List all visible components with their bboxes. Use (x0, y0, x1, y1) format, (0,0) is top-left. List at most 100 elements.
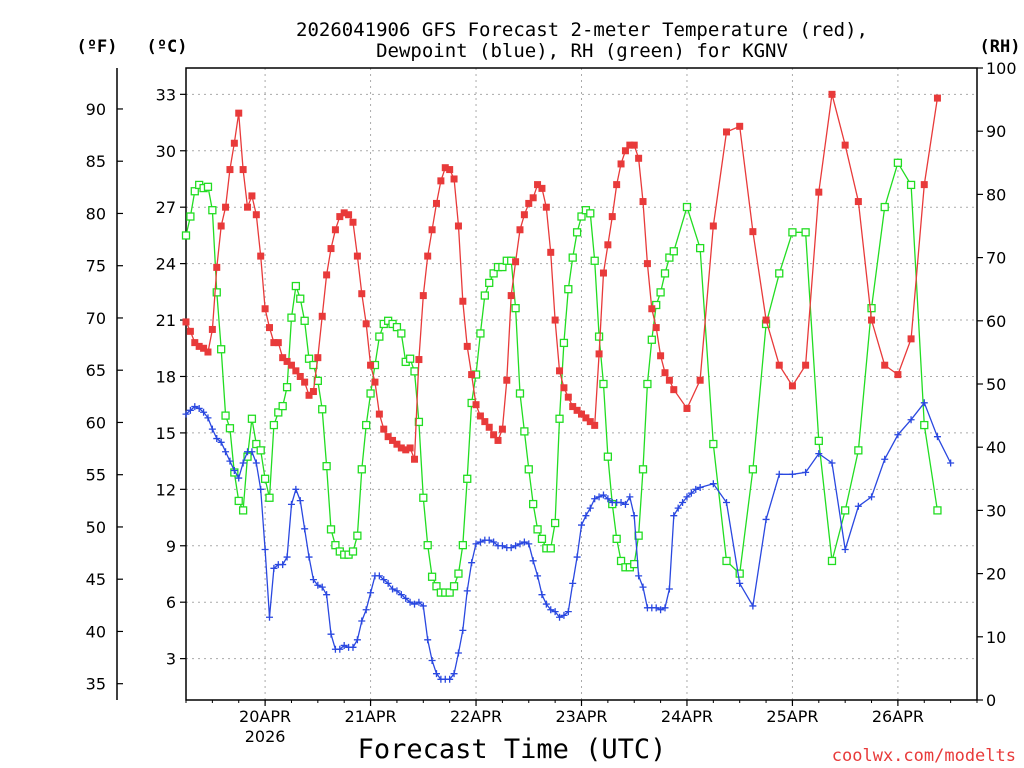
temp-point (415, 356, 423, 364)
dewpoint-point (621, 500, 629, 508)
rh-point (260, 474, 270, 483)
temp-point (191, 339, 199, 347)
temp-point (920, 181, 928, 189)
dewpoint-point (828, 459, 836, 467)
dewpoint-point (868, 493, 876, 501)
rh-point (485, 278, 494, 288)
x-tick-label: 23APR (555, 707, 607, 726)
temp-point (380, 425, 388, 433)
rh-point (234, 496, 243, 506)
fahrenheit-tick-label: 55 (86, 466, 106, 485)
rh-point (326, 525, 336, 534)
rh-point (489, 269, 498, 278)
dewpoint-point (182, 410, 190, 418)
rh-point (287, 313, 296, 322)
temp-point (639, 198, 647, 206)
rh-point (665, 253, 674, 262)
dewpoint-point (498, 542, 506, 550)
dewpoint-point (674, 504, 682, 512)
rh-point (572, 228, 582, 237)
rh-point (212, 288, 221, 297)
temp-point (432, 199, 440, 207)
rh-tick-label: 90 (986, 122, 1006, 141)
x-axis-title: Forecast Time (UTC) (358, 734, 667, 765)
temp-point (556, 367, 564, 375)
dewpoint-point (881, 455, 889, 463)
temp-point (235, 109, 243, 117)
dewpoint-point (279, 561, 287, 569)
temp-point (195, 342, 203, 350)
temp-point (362, 320, 370, 328)
rh-point (181, 231, 191, 240)
dewpoint-point (353, 636, 361, 644)
rh-point (392, 322, 402, 332)
dewpoint-point (257, 485, 265, 493)
dewpoint-point (406, 598, 414, 606)
rh-point (304, 354, 314, 363)
rh-point (515, 389, 525, 398)
temp-point (248, 192, 256, 200)
dewpoint-point (591, 495, 599, 503)
dewpoint-point (463, 587, 471, 595)
dewpoint-point (476, 538, 484, 546)
temp-point (327, 245, 335, 253)
rh-point (256, 446, 265, 455)
dewpoint-point (516, 540, 524, 548)
dewpoint-point (428, 657, 436, 664)
temp-point (894, 371, 902, 379)
rh-point (190, 187, 199, 196)
temp-point (186, 327, 194, 335)
x-tick-label: 24APR (661, 707, 713, 726)
fahrenheit-tick-label: 40 (86, 622, 106, 641)
temp-point (868, 316, 876, 324)
dewpoint-point (265, 613, 273, 621)
dewpoint-point (261, 546, 269, 554)
dewpoint-point (358, 617, 366, 625)
celsius-tick-label: 6 (166, 593, 176, 612)
temp-point (419, 292, 427, 300)
dewpoint-point (301, 525, 309, 533)
rh-point (594, 332, 604, 341)
temp-point (696, 376, 704, 384)
celsius-tick-label: 12 (156, 480, 176, 499)
dewpoint-point (582, 512, 590, 520)
rh-point (880, 202, 889, 212)
temp-point (490, 431, 498, 439)
rh-point (599, 379, 608, 389)
rh-point (630, 559, 639, 569)
dewpoint-point (204, 414, 212, 422)
rh-tick-label: 100 (986, 59, 1017, 78)
rh-point (814, 436, 823, 446)
dewpoint-point (468, 559, 476, 567)
rh-axis-unit: (RH) (980, 37, 1021, 57)
dewpoint-point (520, 538, 528, 546)
dewpoint-point (639, 583, 647, 591)
temp-point (230, 139, 238, 147)
temp-point (617, 160, 625, 168)
temp-point (723, 128, 731, 136)
dewpoint-point (459, 626, 467, 634)
dewpoint-point (314, 581, 322, 589)
temp-point (375, 410, 383, 418)
dewpoint-point (551, 608, 559, 616)
celsius-tick-label: 3 (166, 650, 176, 669)
dewpoint-point (208, 425, 216, 433)
temp-point (657, 352, 665, 360)
temp-point (314, 354, 322, 362)
dewpoint-point (507, 544, 515, 552)
rh-tick-label: 50 (986, 375, 1006, 394)
dewpoint-point (854, 502, 862, 510)
rh-point (225, 424, 235, 433)
rh-point (410, 367, 419, 376)
rh-point (647, 335, 656, 344)
rh-point (603, 452, 613, 461)
dewpoint-point (195, 404, 203, 412)
dewpoint-point (450, 670, 458, 678)
temp-point (626, 141, 634, 149)
dewpoint-point (380, 576, 388, 584)
temp-point (507, 292, 515, 300)
temp-point (371, 378, 379, 386)
dewpoint-point (709, 480, 717, 488)
rh-point (616, 556, 626, 566)
temp-point (665, 376, 673, 384)
